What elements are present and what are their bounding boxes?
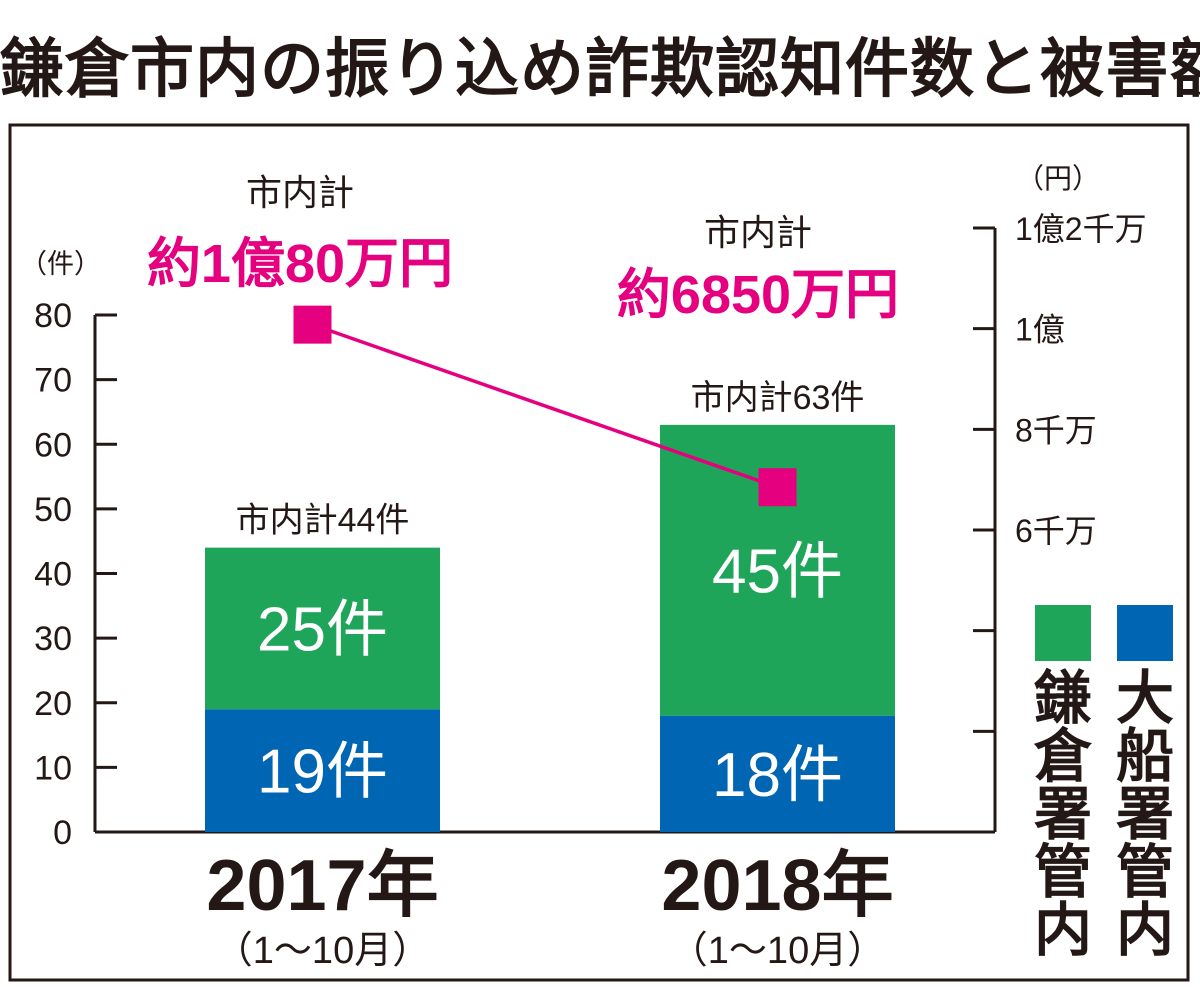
left-axis-tick-label: 70 [34,362,72,400]
damage-marker [293,305,332,344]
legend-label: 大船署管内 [1116,664,1174,964]
chart-title: 鎌倉市内の振り込め詐欺認知件数と被害額 [0,33,1200,107]
x-category-note: （1〜10月） [215,930,430,972]
x-category-label: 2018年 [661,846,893,926]
x-category-label: 2017年 [206,846,438,926]
bar-total-label: 市内計63件 [691,379,865,417]
x-category-note: （1〜10月） [670,930,885,972]
damage-label-prefix: 市内計 [246,172,354,213]
left-axis-tick-label: 10 [34,749,72,787]
bar-segment-label: 25件 [257,595,388,664]
left-axis-tick-label: 0 [53,814,72,852]
right-axis-tick-label: 1億 [1015,312,1065,348]
chart-frame [8,123,1190,982]
legend-label: 鎌倉署管内 [1033,664,1092,964]
left-axis-tick-label: 40 [34,556,72,594]
damage-line [311,322,779,489]
legend-swatch [1117,605,1173,661]
left-axis-unit: （件） [20,249,101,279]
right-axis-tick-label: 8千万 [1015,412,1097,448]
right-axis-unit: （円） [1016,163,1100,194]
damage-value-label: 約1億80万円 [147,234,453,294]
left-axis-tick-label: 20 [34,685,72,723]
right-axis-tick-label: 1億2千万 [1015,211,1147,247]
bar-segment [205,547,440,710]
bar-segment-label: 18件 [712,741,843,810]
damage-label-prefix: 市内計 [704,212,812,253]
left-axis-tick-label: 60 [34,426,72,464]
bar-total-label: 市内計44件 [236,502,410,540]
damage-value-label: 約6850万円 [617,265,899,325]
bar-segment [660,715,895,832]
bar-segment-label: 19件 [257,738,388,807]
left-axis-tick-label: 80 [34,297,72,335]
left-axis-tick-label: 30 [34,620,72,658]
right-axis-tick-label: 6千万 [1015,513,1097,549]
damage-marker [758,468,797,507]
legend-swatch [1035,605,1091,661]
bar-segment-label: 45件 [712,537,843,606]
bar-segment [205,709,440,832]
left-axis-tick-label: 50 [34,491,72,529]
